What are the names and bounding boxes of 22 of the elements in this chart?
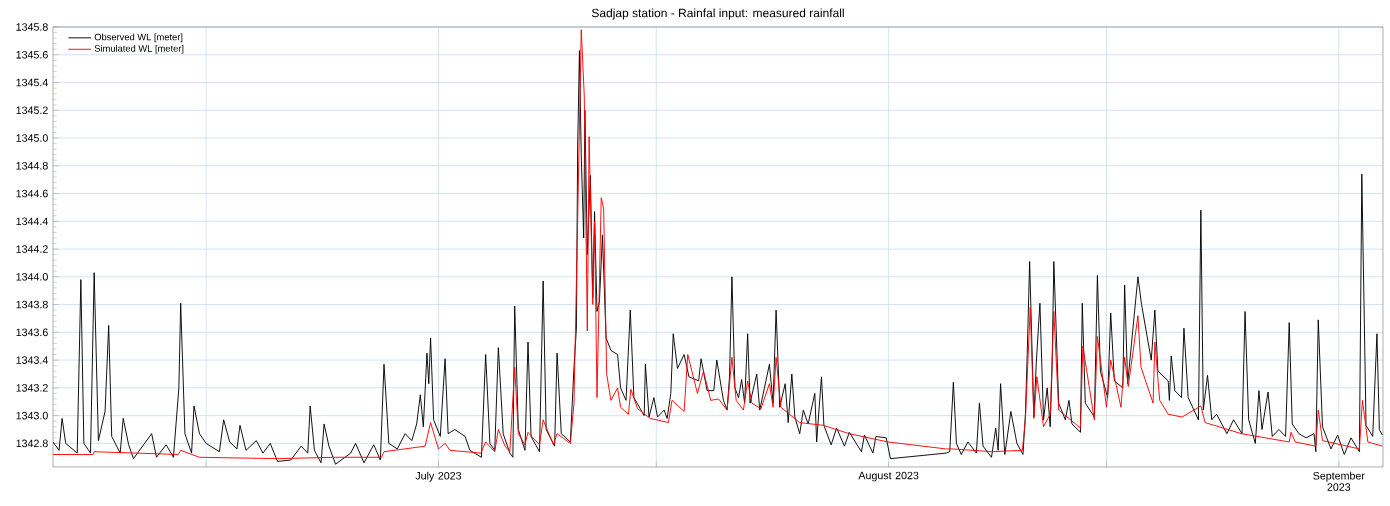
legend-label: Observed WL [meter] [94,33,183,43]
y-tick-label: 1343.6 [16,328,48,337]
y-tick-label: 1344.2 [16,245,48,253]
y-tick-label: 1345.2 [16,106,48,115]
x-tick-label: July 2023 [415,471,462,482]
y-tick-label: 1344.4 [16,217,48,226]
y-tick-label: 1344.6 [16,189,48,198]
y-tick-label: 1345.8 [16,23,48,31]
y-tick-label: 1345.6 [16,50,48,59]
y-tick-label: 1343.8 [16,300,48,309]
y-tick-label: 1343.2 [16,384,48,392]
y-tick-label: 1344.0 [16,273,48,281]
y-tick-label: 1344.8 [16,162,48,170]
y-tick-label: 1345.4 [16,78,48,87]
y-tick-label: 1343.4 [16,356,48,364]
x-tick-label: September 2023 [1313,471,1365,491]
y-tick-label: 1343.0 [16,411,48,420]
legend-label: Simulated WL [meter] [94,44,184,54]
x-tick-label: August 2023 [858,471,919,482]
y-tick-label: 1342.8 [16,439,48,448]
y-tick-label: 1345.0 [16,134,48,142]
chart-title: Sadjap station - Rainfal input: measured rainfall [591,8,844,20]
